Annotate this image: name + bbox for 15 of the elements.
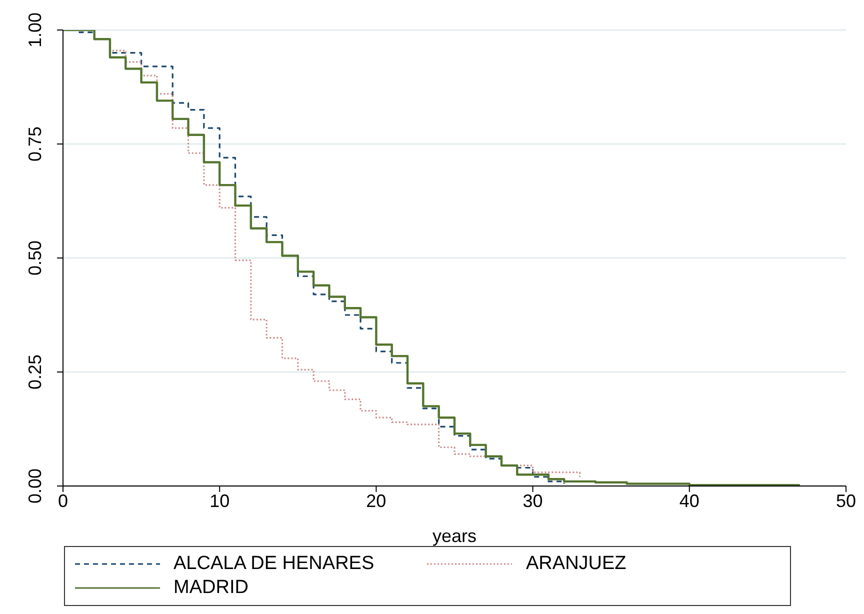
legend-label: ALCALA DE HENARES <box>174 553 374 575</box>
legend-label: MADRID <box>174 577 248 599</box>
legend-label: ARANJUEZ <box>526 553 626 575</box>
y-tick-label: 0.25 <box>25 354 45 390</box>
x-tick-label: 20 <box>366 490 386 511</box>
y-tick-label: 0.00 <box>25 468 45 504</box>
x-tick-label: 30 <box>522 490 543 511</box>
y-tick-label: 1.00 <box>25 12 45 48</box>
x-axis-title: years <box>432 526 477 546</box>
x-tick-label: 10 <box>210 490 230 511</box>
x-tick-label: 50 <box>836 490 856 511</box>
y-tick-label: 0.75 <box>25 126 45 162</box>
x-tick-label: 40 <box>679 490 700 511</box>
x-tick-label: 0 <box>58 490 68 511</box>
y-tick-label: 0.50 <box>25 240 45 276</box>
